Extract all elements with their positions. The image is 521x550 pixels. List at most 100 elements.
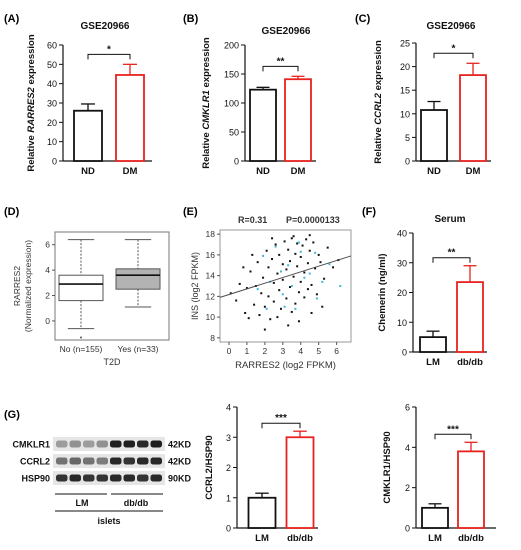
scatter-point-cyan — [339, 285, 342, 287]
scatter-point — [271, 258, 274, 261]
scatter-point — [263, 305, 266, 308]
blot-band — [110, 440, 122, 448]
chart-f-serum: Serum 0 10 20 30 40 LM db/db ** Chemerin (ng/ml) — [377, 214, 487, 368]
chart-g-ccrl2-hsp90: 0 1 2 3 4 LM db/db *** CCRL2/HSP90 — [204, 403, 318, 544]
blot-band — [110, 474, 122, 482]
x-tick-label: ND — [256, 166, 270, 177]
y-axis-label-part: expression — [373, 40, 384, 93]
scatter-point — [301, 244, 304, 247]
x-tick-label: db/db — [458, 533, 484, 544]
scatter-point-cyan — [287, 264, 290, 267]
correlation-r: R=0.31 — [238, 215, 267, 225]
scatter-point-cyan — [256, 288, 259, 291]
y-tick-label: 3 — [226, 433, 231, 443]
x-axis-label: T2D — [103, 357, 121, 367]
scatter-point — [272, 281, 275, 284]
scatter-point — [299, 280, 302, 283]
y-tick-label: 14 — [206, 271, 216, 281]
x-tick-label: LM — [428, 533, 442, 544]
panel-letter-b: (B) — [183, 13, 199, 25]
y-axis-label-part: Relative — [201, 130, 212, 169]
blot-band — [123, 440, 135, 448]
bar — [284, 78, 312, 162]
scatter-point-cyan — [283, 305, 286, 308]
scatter-point — [258, 314, 261, 317]
blot-band — [96, 440, 108, 448]
blot-size-label: 42KD — [168, 457, 192, 467]
blot-band — [150, 474, 162, 482]
scatter-point — [267, 266, 270, 269]
y-axis-label: Relative RARRES2 expression — [26, 34, 37, 171]
y-tick-label: 100 — [224, 99, 239, 109]
scatter-point — [280, 307, 283, 310]
scatter-point-cyan — [314, 251, 317, 254]
panel-letter-c: (C) — [355, 13, 371, 25]
blot-band-label: HSP90 — [21, 474, 50, 484]
bar — [115, 74, 145, 162]
blot-band — [96, 457, 108, 465]
y-tick-label: 40 — [47, 79, 57, 89]
scatter-point — [303, 271, 306, 274]
scatter-point — [319, 261, 322, 264]
x-tick-label: 6 — [334, 346, 339, 356]
blot-band-label: CMKLR1 — [13, 440, 51, 450]
blot-band — [83, 474, 95, 482]
scatter-point — [267, 295, 270, 298]
scatter-point-cyan — [297, 241, 300, 244]
blot-band — [123, 474, 135, 482]
scatter-point — [269, 318, 272, 321]
y-tick-label: 30 — [47, 99, 57, 109]
significance-bracket — [87, 53, 131, 60]
scatter-point — [281, 278, 284, 281]
x-tick-label: DM — [123, 166, 138, 177]
significance-label: ** — [448, 248, 456, 259]
scatter-point — [235, 299, 238, 302]
y-tick-label: 50 — [47, 60, 57, 70]
y-axis-label-part: expression — [201, 37, 212, 90]
significance-bracket — [433, 52, 474, 59]
scatter-point — [253, 303, 256, 306]
scatter-point — [292, 275, 295, 278]
significance-bracket — [262, 65, 299, 72]
bar — [73, 109, 103, 162]
blot-band — [96, 474, 108, 482]
blot-band — [123, 457, 135, 465]
blot-band — [137, 457, 149, 465]
bar — [420, 109, 448, 162]
scatter-point — [247, 317, 250, 320]
scatter-point — [317, 253, 320, 256]
y-tick-label: 10 — [206, 312, 216, 322]
blot-band — [137, 474, 149, 482]
plot-frame — [219, 229, 352, 343]
scatter-point — [292, 235, 295, 238]
scatter-point — [306, 288, 309, 291]
scatter-point — [299, 255, 302, 258]
bar — [247, 496, 277, 529]
y-tick-label: 2 — [405, 483, 410, 493]
blot-strip — [53, 454, 165, 468]
scatter-point — [294, 252, 297, 255]
y-tick-label: 20 — [397, 288, 407, 298]
scatter-point — [296, 265, 299, 268]
scatter-point — [326, 246, 329, 249]
chart-title: GSE20966 — [81, 21, 130, 32]
y-tick-label: 150 — [224, 70, 239, 80]
blot-size-label: 42KD — [168, 440, 192, 450]
blot-band — [56, 440, 68, 448]
y-tick-label: 2 — [45, 291, 50, 301]
y-tick-label: 6 — [405, 403, 410, 413]
blot-size-label: 90KD — [168, 474, 192, 484]
plot-frame — [54, 231, 170, 341]
scatter-point-cyan — [280, 270, 283, 273]
scatter-point-cyan — [299, 250, 302, 253]
blot-band — [110, 457, 122, 465]
y-tick-label: 0 — [405, 524, 410, 534]
y-tick-label: 5 — [405, 133, 410, 143]
scatter-point-cyan — [274, 245, 277, 248]
x-tick-label: ND — [427, 166, 441, 177]
y-tick-label: 0 — [405, 157, 410, 167]
y-tick-label: 20 — [47, 118, 57, 128]
x-tick-label: 1 — [245, 346, 250, 356]
significance-label: *** — [447, 424, 459, 435]
